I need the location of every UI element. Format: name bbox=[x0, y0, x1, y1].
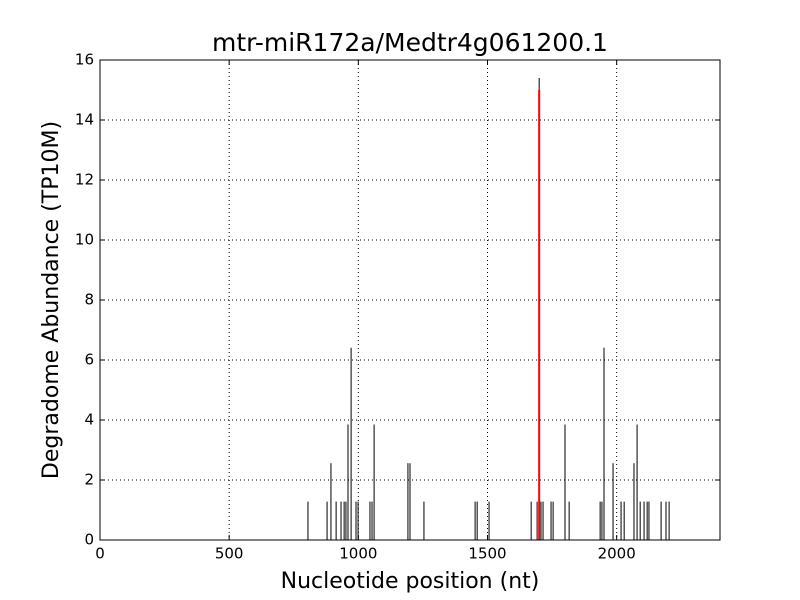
y-tick-label: 14 bbox=[75, 111, 94, 129]
y-tick-label: 4 bbox=[84, 411, 94, 429]
y-tick-label: 16 bbox=[75, 51, 94, 69]
y-tick-label: 6 bbox=[84, 351, 94, 369]
x-axis-label: Nucleotide position (nt) bbox=[281, 569, 540, 594]
y-tick-label: 0 bbox=[84, 531, 94, 549]
x-tick-label: 0 bbox=[95, 545, 105, 563]
y-tick-label: 8 bbox=[84, 291, 94, 309]
y-tick-label: 2 bbox=[84, 471, 94, 489]
y-tick-label: 12 bbox=[75, 171, 94, 189]
x-tick-label: 500 bbox=[215, 545, 244, 563]
x-tick-label: 1500 bbox=[468, 545, 506, 563]
plot-frame bbox=[99, 59, 721, 541]
x-tick-label: 2000 bbox=[598, 545, 636, 563]
chart-title: mtr-miR172a/Medtr4g061200.1 bbox=[212, 28, 608, 57]
y-axis-label: Degradome Abundance (TP10M) bbox=[39, 121, 64, 479]
x-tick-label: 1000 bbox=[339, 545, 377, 563]
y-tick-label: 10 bbox=[75, 231, 94, 249]
